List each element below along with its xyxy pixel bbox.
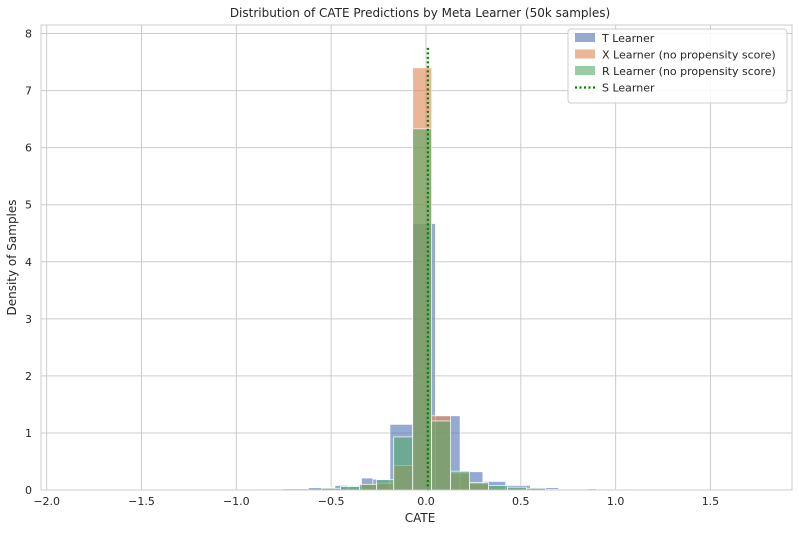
histogram-bar — [450, 470, 470, 491]
legend-label: R Learner (no propensity score) — [602, 65, 776, 78]
x-tick-label: 0.0 — [417, 495, 435, 508]
legend-label: T Learner — [601, 32, 655, 45]
plot-frame — [40, 24, 793, 491]
histogram-bars — [46, 67, 635, 491]
legend-label: S Learner — [602, 82, 655, 95]
histogram-bar — [431, 420, 451, 491]
x-tick-label: −0.5 — [318, 495, 345, 508]
histogram-bar — [393, 436, 414, 491]
x-tick-label: −1.0 — [223, 495, 250, 508]
histogram-bar — [376, 479, 395, 491]
x-tick-label: −1.5 — [128, 495, 155, 508]
y-tick-label: 0 — [25, 484, 32, 497]
x-tick-label: 1.0 — [607, 495, 625, 508]
histogram-bar — [469, 482, 489, 491]
x-tick-label: −2.0 — [33, 495, 60, 508]
legend-label: X Learner (no propensity score) — [602, 49, 776, 62]
x-axis-label: CATE — [405, 511, 436, 525]
legend: T Learner X Learner (no propensity score)… — [567, 28, 788, 104]
legend-swatch — [575, 49, 595, 59]
y-tick-label: 7 — [25, 85, 32, 98]
y-tick-label: 1 — [25, 427, 32, 440]
legend-swatch — [575, 66, 595, 75]
legend-box — [567, 28, 788, 104]
histogram-bar — [488, 485, 508, 491]
y-tick-label: 4 — [25, 256, 32, 269]
histogram-bar — [359, 483, 378, 491]
x-tick-label: 0.5 — [512, 495, 530, 508]
y-tick-label: 2 — [25, 370, 32, 383]
legend-swatch — [575, 33, 595, 42]
x-tick-label: 1.5 — [702, 495, 720, 508]
y-tick-label: 8 — [25, 28, 32, 41]
y-tick-label: 3 — [25, 313, 32, 326]
chart-title: Distribution of CATE Predictions by Meta… — [230, 6, 610, 20]
y-axis-label: Density of Samples — [5, 199, 19, 315]
y-axis-ticks: 0 1 2 3 4 5 6 7 8 — [25, 28, 32, 497]
y-tick-label: 6 — [25, 142, 32, 155]
histogram-bar — [340, 486, 360, 491]
y-tick-label: 5 — [25, 199, 32, 212]
x-axis-ticks: −2.0 −1.5 −1.0 −0.5 0.0 0.5 1.0 1.5 — [33, 495, 719, 508]
